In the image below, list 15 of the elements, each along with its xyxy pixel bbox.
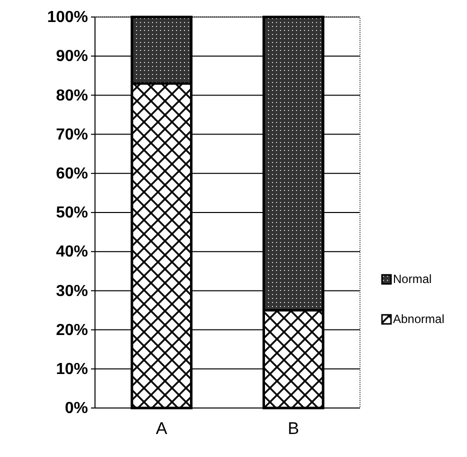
y-tick-label: 90% [56, 48, 88, 66]
y-tick-label: 0% [64, 400, 88, 418]
legend-label: Normal [393, 272, 432, 286]
y-tick-label: 70% [56, 126, 88, 144]
y-tick-label: 30% [56, 282, 88, 300]
y-tick-label: 20% [56, 322, 88, 339]
legend-label: Abnormal [393, 312, 444, 326]
x-tick-label: B [288, 419, 300, 438]
x-tick-label: A [156, 419, 168, 438]
y-tick-label: 80% [56, 87, 88, 104]
y-tick-label: 60% [56, 166, 88, 183]
y-tick-label: 100% [47, 9, 88, 26]
y-tick-label: 50% [56, 204, 88, 222]
y-tick-label: 10% [56, 361, 88, 378]
y-tick-label: 40% [56, 244, 88, 261]
